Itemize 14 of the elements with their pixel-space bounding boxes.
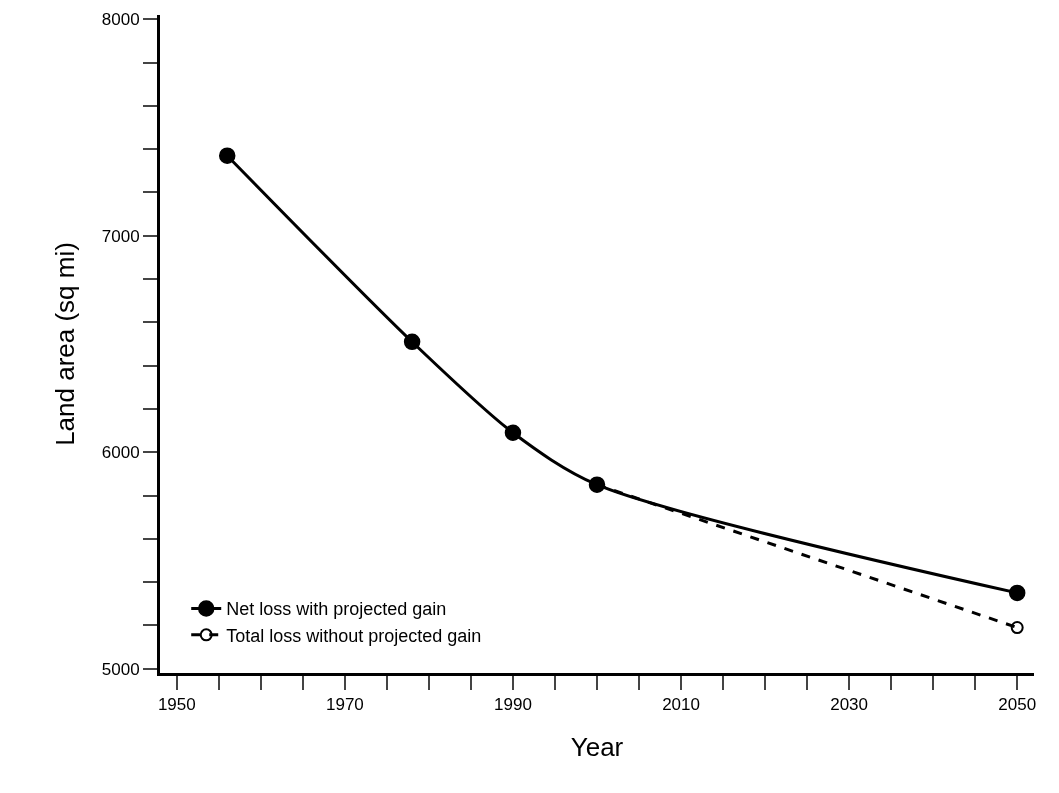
y-axis-title: Land area (sq mi) <box>50 242 81 446</box>
x-tick-label: 2010 <box>662 695 700 715</box>
y-tick-label: 8000 <box>101 10 140 30</box>
x-tick-label: 1970 <box>325 695 364 715</box>
legend-label: Net loss with projected gain <box>226 599 447 620</box>
y-tick-label: 6000 <box>101 443 140 463</box>
legend-label: Total loss without projected gain <box>226 625 482 646</box>
y-tick-label: 5000 <box>101 659 140 679</box>
x-tick-label: 2050 <box>998 695 1037 715</box>
x-tick-label: 2030 <box>830 695 869 715</box>
x-tick-label: 1990 <box>494 695 532 715</box>
x-tick-label: 1950 <box>157 695 196 715</box>
y-tick-label: 7000 <box>101 226 140 246</box>
x-axis-title: Year <box>570 732 624 763</box>
